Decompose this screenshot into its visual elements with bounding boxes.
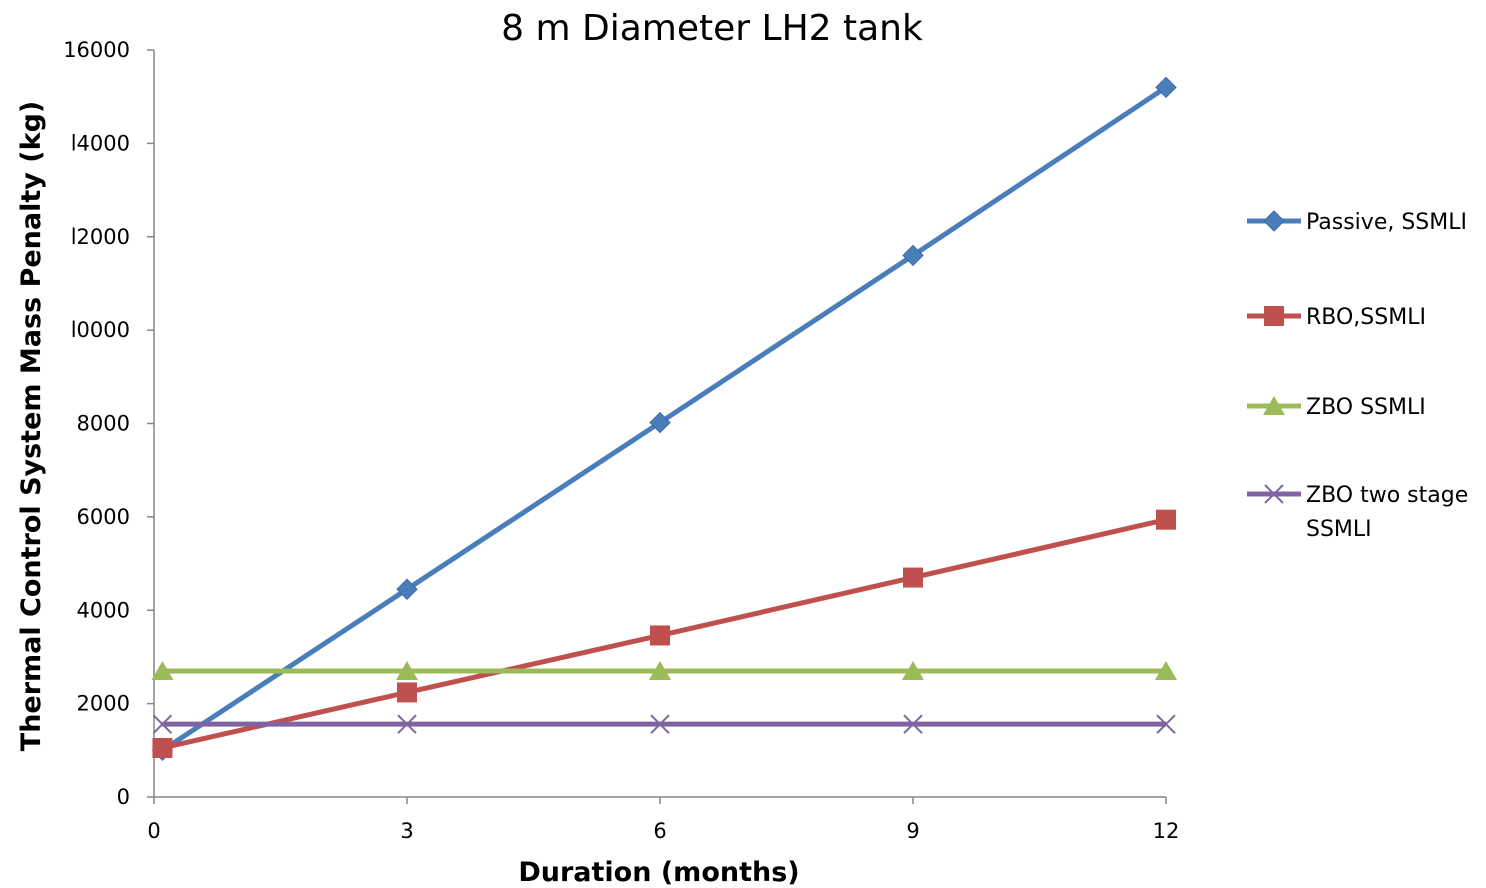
y-tick-label: l4000 <box>71 131 130 155</box>
data-point <box>649 660 671 680</box>
data-point <box>396 578 418 600</box>
data-point <box>396 660 418 680</box>
y-tick-label: 2000 <box>77 692 130 716</box>
legend-label: SSMLI <box>1306 517 1372 542</box>
data-point <box>152 714 173 734</box>
x-tick-label: 3 <box>400 819 413 843</box>
data-point <box>902 660 924 680</box>
legend-label: Passive, SSMLI <box>1306 210 1467 235</box>
data-point <box>152 737 173 758</box>
x-axis-title: Duration (months) <box>518 857 799 888</box>
data-point <box>151 660 174 680</box>
y-tick-label: 6000 <box>77 505 130 529</box>
legend-marker <box>1263 210 1285 232</box>
data-point <box>650 714 670 734</box>
legend-marker <box>1264 484 1284 504</box>
data-point <box>397 714 417 734</box>
y-ticks: 0 2000 4000 6000 8000 l0000 l2000 l4000 16000 <box>63 38 154 809</box>
x-tick-label: 9 <box>906 819 919 843</box>
legend-label: ZBO two stage <box>1306 483 1468 508</box>
legend-item-0: Passive, SSMLI <box>1247 210 1467 235</box>
data-point <box>650 625 670 646</box>
y-tick-label: 4000 <box>77 598 130 622</box>
data-point <box>1156 509 1176 530</box>
data-point <box>902 244 924 267</box>
data-point <box>903 567 923 588</box>
legend-marker <box>1263 396 1285 415</box>
x-tick-label: 0 <box>147 819 160 843</box>
legend-item-3: ZBO two stage SSMLI <box>1247 483 1468 542</box>
data-point <box>1156 714 1176 734</box>
chart-title: 8 m Diameter LH2 tank <box>501 8 923 49</box>
y-axis-title-group: Thermal Control System Mass Penalty (kg) <box>16 101 47 751</box>
y-tick-label: 8000 <box>77 412 130 436</box>
y-tick-label: 16000 <box>63 38 130 62</box>
legend-label: ZBO SSMLI <box>1306 395 1426 420</box>
legend-label: RBO,SSMLI <box>1306 305 1426 330</box>
y-tick-label: 0 <box>117 785 130 809</box>
data-point <box>1155 76 1177 99</box>
legend-item-2: ZBO SSMLI <box>1247 395 1426 420</box>
data-point <box>649 411 671 434</box>
series-2 <box>151 660 1177 680</box>
series-0 <box>151 76 1177 762</box>
data-point <box>903 714 923 734</box>
legend-marker <box>1264 306 1284 326</box>
y-axis-title: Thermal Control System Mass Penalty (kg) <box>16 101 47 751</box>
data-point <box>397 682 417 703</box>
legend: Passive, SSMLI RBO,SSMLI ZBO SSMLI ZBO two … <box>1247 210 1468 542</box>
x-ticks: 0 3 6 9 12 <box>147 797 1179 843</box>
y-tick-label: l2000 <box>71 225 130 249</box>
series-layer <box>151 76 1177 762</box>
y-tick-label: l0000 <box>71 318 130 342</box>
x-tick-label: 6 <box>653 819 666 843</box>
data-point <box>1155 660 1177 680</box>
series-1 <box>152 509 1176 758</box>
x-tick-label: 12 <box>1153 819 1180 843</box>
legend-item-1: RBO,SSMLI <box>1247 305 1426 330</box>
series-3 <box>152 714 1176 734</box>
